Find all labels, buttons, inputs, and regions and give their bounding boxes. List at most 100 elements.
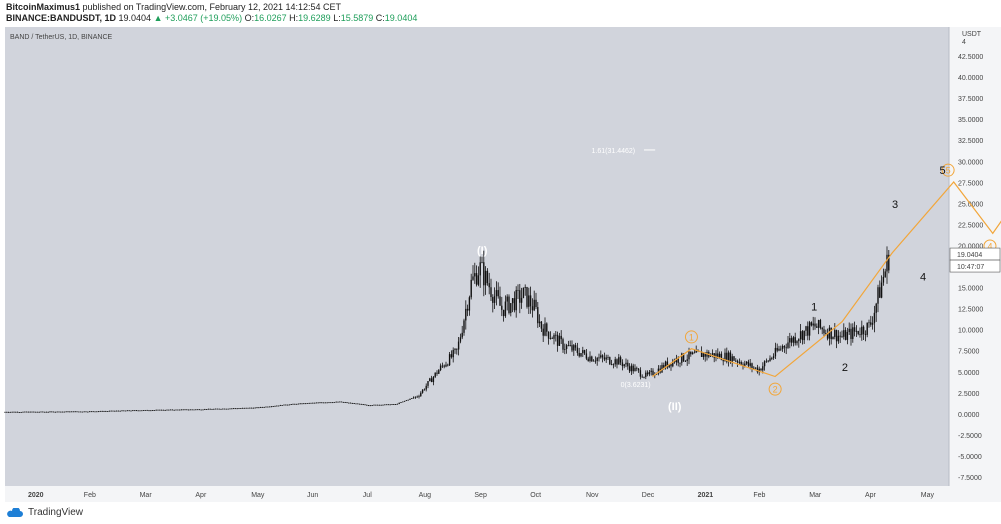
- candle-body: [223, 408, 226, 410]
- plot-area[interactable]: [5, 27, 949, 486]
- candle-body: [843, 330, 845, 337]
- y-axis-top-label: 4: [962, 39, 966, 46]
- candle-body: [457, 341, 460, 350]
- candle-body: [92, 411, 94, 413]
- y-tick-label: 35.0000: [958, 117, 983, 124]
- candle-body: [252, 407, 255, 409]
- wave-label-sub: 4: [920, 271, 926, 283]
- candle-body: [97, 411, 100, 413]
- candle-body: [726, 352, 728, 362]
- candle-body: [736, 360, 739, 363]
- wave-label-sub: 3: [892, 199, 898, 211]
- candle-body: [376, 404, 379, 406]
- candle-body: [835, 330, 838, 342]
- candle-body: [405, 400, 408, 402]
- candle-body: [648, 371, 651, 375]
- candle-body: [328, 402, 330, 404]
- chart-title: BAND / TetherUS, 1D, BINANCE: [10, 34, 113, 41]
- candle-body: [850, 328, 852, 339]
- candle-body: [52, 411, 55, 413]
- candle-body: [342, 401, 345, 403]
- tradingview-brand[interactable]: TradingView: [28, 507, 84, 518]
- candle-body: [547, 331, 550, 339]
- candle-body: [403, 400, 406, 402]
- candle-body: [103, 411, 105, 412]
- candle-body: [220, 408, 222, 410]
- candle-body: [357, 403, 359, 405]
- open-label: O:: [244, 13, 255, 23]
- candle-body: [772, 356, 775, 359]
- candle-body: [637, 368, 640, 371]
- candle-body: [875, 303, 877, 313]
- candle-body: [870, 322, 872, 325]
- candle-body: [15, 411, 17, 413]
- candle-body: [349, 402, 352, 404]
- candle-body: [589, 356, 591, 362]
- publisher-name[interactable]: BitcoinMaximus1: [6, 2, 81, 12]
- y-tick-label: 2.5000: [958, 391, 980, 398]
- candle-body: [808, 322, 811, 336]
- candle-body: [43, 411, 46, 413]
- candle-body: [873, 312, 876, 324]
- candle-body: [492, 297, 494, 303]
- candle-body: [315, 402, 318, 404]
- candle-body: [711, 353, 714, 355]
- candle-body: [270, 406, 273, 408]
- x-tick-label: Feb: [753, 492, 765, 499]
- candle-body: [569, 345, 571, 346]
- candle-body: [299, 403, 301, 405]
- candle-body: [576, 347, 579, 353]
- candle-body: [886, 254, 888, 272]
- candle-body: [360, 403, 363, 405]
- candle-body: [213, 408, 215, 410]
- candle-body: [292, 403, 294, 405]
- candle-body: [787, 342, 789, 348]
- candle-body: [115, 410, 118, 412]
- candle-body: [490, 287, 492, 298]
- candle-body: [409, 398, 411, 400]
- candle-body: [13, 411, 15, 413]
- candle-body: [22, 411, 24, 413]
- candle-body: [182, 409, 184, 411]
- candle-body: [204, 409, 206, 410]
- candle-body: [265, 406, 267, 408]
- time-axis[interactable]: [5, 486, 1001, 502]
- candle-body: [735, 360, 737, 362]
- candle-body: [805, 326, 807, 331]
- candle-body: [132, 410, 134, 412]
- candle-body: [540, 321, 543, 329]
- x-tick-label: Mar: [140, 492, 153, 499]
- candle-body: [159, 409, 161, 411]
- candle-body: [549, 338, 552, 339]
- candle-body: [79, 411, 82, 413]
- candle-body: [731, 356, 733, 363]
- candle-body: [225, 408, 228, 410]
- candle-body: [382, 404, 384, 406]
- candle-body: [511, 298, 514, 304]
- close-label: C:: [375, 13, 385, 23]
- candle-body: [510, 303, 512, 313]
- candle-body: [618, 357, 620, 365]
- candle-body: [330, 402, 332, 404]
- candle-body: [684, 360, 687, 362]
- candle-body: [555, 334, 557, 336]
- candle-body: [202, 409, 204, 411]
- candle-body: [148, 410, 150, 412]
- candle-body: [825, 333, 827, 335]
- candle-body: [69, 411, 71, 413]
- candle-body: [144, 409, 147, 411]
- wave-label-minor: 2: [773, 385, 778, 395]
- x-tick-label: Dec: [642, 492, 655, 499]
- candle-body: [598, 357, 600, 359]
- candle-body: [346, 402, 348, 404]
- candle-body: [245, 407, 247, 409]
- candle-body: [756, 367, 759, 373]
- candle-body: [846, 331, 849, 340]
- candle-body: [65, 411, 67, 413]
- publish-info: BitcoinMaximus1 published on TradingView…: [6, 2, 341, 12]
- x-tick-label: May: [251, 492, 265, 499]
- candle-body: [40, 411, 42, 413]
- candle-body: [724, 352, 726, 362]
- candle-body: [436, 372, 438, 374]
